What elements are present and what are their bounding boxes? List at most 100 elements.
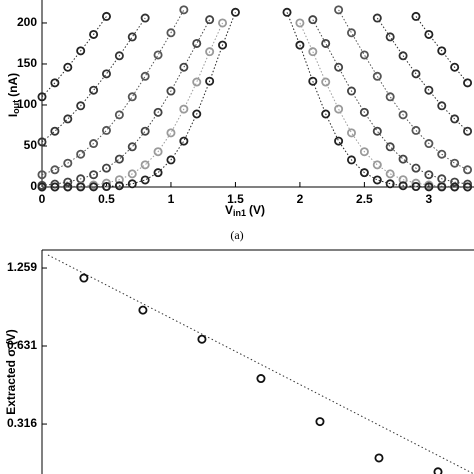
data-point — [205, 47, 215, 57]
data-point — [463, 78, 473, 88]
data-point — [166, 155, 176, 165]
data-point — [463, 126, 473, 136]
data-point — [50, 179, 60, 189]
data-point — [315, 417, 325, 427]
data-point — [153, 147, 163, 157]
data-point — [398, 154, 408, 164]
data-point — [334, 62, 344, 72]
data-point — [101, 163, 111, 173]
data-point — [411, 182, 421, 192]
x-tick-label: 1.5 — [227, 192, 244, 206]
data-point — [411, 11, 421, 21]
data-point — [153, 50, 163, 60]
data-point — [89, 85, 99, 95]
data-point — [321, 77, 331, 87]
y-tick-label: 100 — [17, 97, 37, 111]
data-point — [79, 273, 89, 283]
x-axis-label: Vin1 (V) — [225, 203, 265, 218]
data-point — [411, 178, 421, 188]
data-point — [437, 182, 447, 192]
x-tick-label: 0.5 — [98, 192, 115, 206]
data-point — [37, 92, 47, 102]
data-point — [398, 175, 408, 185]
data-point — [76, 149, 86, 159]
data-point — [127, 32, 137, 42]
data-point — [256, 374, 266, 384]
data-point — [63, 114, 73, 124]
data-point — [114, 181, 124, 191]
data-point — [334, 5, 344, 15]
data-point — [295, 18, 305, 28]
data-point — [346, 155, 356, 165]
data-point — [385, 32, 395, 42]
data-point — [127, 169, 137, 179]
data-point — [37, 170, 47, 180]
data-point — [127, 179, 137, 189]
data-point — [359, 147, 369, 157]
data-point — [101, 182, 111, 192]
data-point — [385, 92, 395, 102]
data-point — [153, 107, 163, 117]
data-point — [192, 109, 202, 119]
data-point — [37, 137, 47, 147]
data-point — [192, 38, 202, 48]
data-point — [89, 170, 99, 180]
data-point — [411, 69, 421, 79]
data-point — [50, 165, 60, 175]
data-point — [114, 110, 124, 120]
data-point — [424, 182, 434, 192]
data-point — [179, 62, 189, 72]
data-point — [89, 139, 99, 149]
data-point — [424, 170, 434, 180]
data-point — [463, 165, 473, 175]
data-point — [372, 126, 382, 136]
data-point — [179, 104, 189, 114]
y-tick-label: 50 — [24, 138, 38, 152]
fit-curve — [41, 22, 468, 188]
data-point — [179, 5, 189, 15]
data-point — [140, 175, 150, 185]
data-point — [385, 169, 395, 179]
data-point — [166, 128, 176, 138]
data-point — [153, 168, 163, 178]
data-point — [372, 71, 382, 81]
y-axis-label: Iout(nA) — [6, 73, 21, 117]
data-point — [437, 46, 447, 56]
y-tick-label: 0 — [30, 179, 37, 193]
y-tick-label: 1.259 — [7, 260, 37, 274]
data-point — [197, 334, 207, 344]
data-point — [346, 86, 356, 96]
data-point — [321, 109, 331, 119]
data-point — [63, 177, 73, 187]
data-point — [101, 69, 111, 79]
data-point — [450, 158, 460, 168]
data-point — [463, 179, 473, 189]
data-point — [359, 107, 369, 117]
data-point — [76, 46, 86, 56]
data-point — [114, 175, 124, 185]
fit-curve — [41, 9, 468, 176]
fit-line — [47, 254, 474, 474]
data-point — [372, 13, 382, 23]
data-point — [282, 7, 292, 17]
data-point — [398, 181, 408, 191]
data-point — [50, 182, 60, 192]
data-point — [50, 126, 60, 136]
data-point — [308, 15, 318, 25]
data-point — [463, 182, 473, 192]
data-point — [50, 78, 60, 88]
x-tick-label: 1 — [168, 192, 175, 206]
data-point — [37, 182, 47, 192]
data-point — [346, 128, 356, 138]
data-point — [138, 305, 148, 315]
data-point — [76, 101, 86, 111]
fit-curve — [41, 19, 468, 186]
data-point — [334, 104, 344, 114]
data-point — [450, 177, 460, 187]
data-point — [230, 7, 240, 17]
fit-curve — [41, 17, 468, 143]
y-tick-label: 0.631 — [7, 338, 37, 352]
data-point — [346, 28, 356, 38]
data-point — [63, 182, 73, 192]
